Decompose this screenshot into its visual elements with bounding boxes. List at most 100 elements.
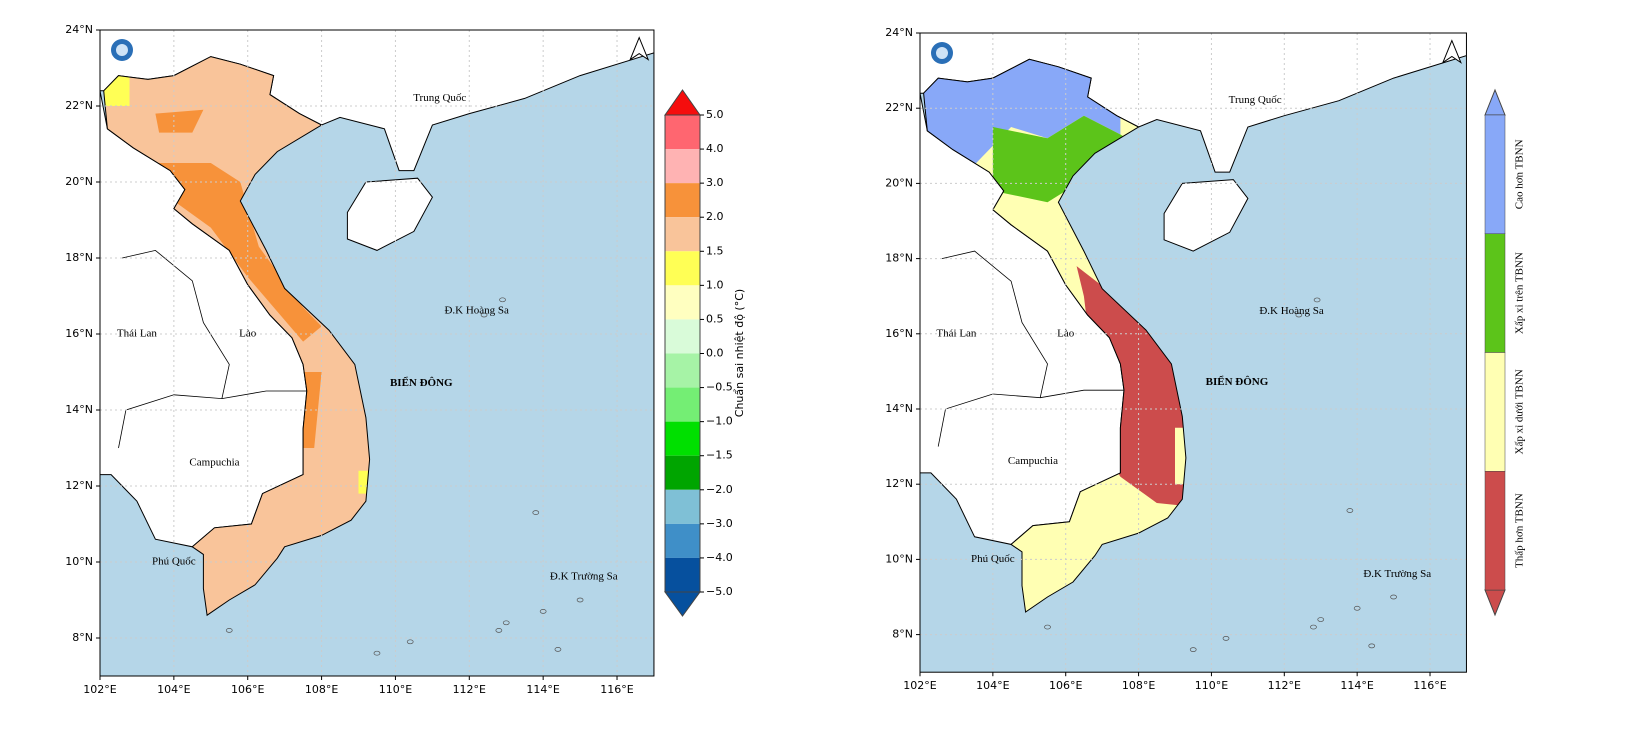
colorbar-segment bbox=[665, 489, 700, 524]
x-tick-label: 116°E bbox=[1413, 679, 1446, 692]
x-tick-label: 112°E bbox=[1268, 679, 1301, 692]
island bbox=[576, 597, 584, 603]
place-label: Thái Lan bbox=[117, 328, 158, 340]
island bbox=[1317, 617, 1325, 622]
colorbar-tick-label: 4.0 bbox=[706, 142, 724, 155]
colorbar-tick-label: 5.0 bbox=[706, 108, 724, 121]
island bbox=[554, 647, 562, 652]
y-tick-label: 20°N bbox=[885, 176, 913, 189]
x-tick-label: 114°E bbox=[526, 683, 559, 696]
colorbar-extend-top bbox=[664, 89, 701, 116]
island bbox=[373, 650, 381, 656]
north-arrow bbox=[1441, 39, 1462, 64]
island bbox=[539, 609, 547, 614]
north-arrow bbox=[629, 36, 650, 61]
y-tick-label: 10°N bbox=[65, 555, 93, 568]
colorbar-category-label: Xấp xỉ dưới TBNN bbox=[1514, 369, 1526, 454]
place-label: Trung Quốc bbox=[1229, 94, 1282, 106]
island bbox=[1295, 312, 1303, 318]
y-tick-label: 24°N bbox=[885, 26, 913, 39]
place-label: BIỂN ĐÔNG bbox=[390, 376, 453, 389]
colorbar-segment bbox=[665, 115, 700, 150]
y-tick-label: 18°N bbox=[885, 252, 913, 265]
place-label: Campuchia bbox=[189, 457, 239, 469]
colorbar-extend-bottom bbox=[664, 591, 701, 617]
colorbar-segment bbox=[665, 251, 700, 286]
colorbar-category-label: Cao hơn TBNN bbox=[1514, 139, 1526, 209]
island bbox=[1313, 297, 1321, 303]
island bbox=[502, 620, 510, 626]
x-tick-label: 102°E bbox=[83, 683, 116, 696]
colorbar-tick-label: 1.0 bbox=[706, 278, 724, 291]
colorbar-tick-label: −1.5 bbox=[706, 449, 733, 462]
x-tick-label: 108°E bbox=[305, 683, 338, 696]
colorbar-tick-label: 3.0 bbox=[706, 176, 724, 189]
y-tick-label: 20°N bbox=[65, 175, 93, 188]
y-tick-label: 14°N bbox=[885, 402, 913, 415]
place-label: Phú Quốc bbox=[152, 556, 196, 568]
colorbar-segment bbox=[665, 523, 700, 558]
x-tick-label: 102°E bbox=[903, 679, 936, 692]
island bbox=[1222, 636, 1230, 641]
y-tick-label: 16°N bbox=[885, 327, 913, 340]
y-tick-label: 22°N bbox=[65, 99, 93, 112]
land bbox=[346, 177, 433, 251]
colorbar-category-label: Thấp hơn TBNN bbox=[1514, 493, 1526, 568]
x-tick-label: 104°E bbox=[976, 679, 1009, 692]
colorbar-segment bbox=[665, 557, 700, 592]
y-tick-label: 8°N bbox=[72, 631, 93, 644]
x-tick-label: 104°E bbox=[157, 683, 190, 696]
x-tick-label: 116°E bbox=[600, 683, 633, 696]
region bbox=[155, 109, 204, 133]
place-label: Đ.K Hoàng Sa bbox=[444, 305, 509, 317]
island bbox=[1044, 624, 1051, 630]
vietnam bbox=[103, 56, 370, 616]
x-tick-label: 108°E bbox=[1122, 679, 1155, 692]
border bbox=[1040, 389, 1124, 399]
place-label: Đ.K Hoàng Sa bbox=[1259, 305, 1324, 317]
logo-inner bbox=[116, 44, 128, 56]
colorbar-title: Chuẩn sai nhiệt độ (°C) bbox=[733, 289, 746, 417]
place-label: Campuchia bbox=[1008, 455, 1058, 467]
axes-frame bbox=[919, 32, 1467, 673]
region bbox=[155, 163, 322, 342]
vietnam-outline bbox=[103, 56, 371, 617]
island bbox=[1346, 508, 1354, 513]
border bbox=[118, 249, 230, 449]
island bbox=[225, 628, 233, 633]
colorbar-extend-bottom bbox=[1484, 589, 1506, 617]
colorbar-segment bbox=[1484, 471, 1506, 591]
place-label: Đ.K Trường Sa bbox=[1363, 568, 1431, 580]
y-tick-label: 12°N bbox=[885, 477, 913, 490]
colorbar-segment bbox=[665, 319, 700, 354]
place-label: BIỂN ĐÔNG bbox=[1206, 375, 1269, 388]
axes-frame bbox=[99, 29, 655, 677]
colorbar-tick-label: −5.0 bbox=[706, 585, 733, 598]
colorbar-segment bbox=[665, 421, 700, 456]
island bbox=[1310, 624, 1317, 630]
island bbox=[406, 639, 414, 645]
colorbar-segment bbox=[665, 149, 700, 184]
x-tick-label: 112°E bbox=[453, 683, 486, 696]
island bbox=[1390, 594, 1397, 600]
colorbar-segment bbox=[1484, 114, 1506, 234]
x-tick-label: 110°E bbox=[1195, 679, 1228, 692]
map-panel: 102°E 104°E 106°E 108°E 110°E 112°E 114°E 116°E… bbox=[65, 23, 746, 696]
map-panel: 102°E 104°E 106°E 108°E 110°E 112°E 114°E 116°E… bbox=[885, 26, 1525, 692]
y-tick-label: 8°N bbox=[892, 628, 913, 641]
colorbar-extend-top bbox=[1484, 88, 1506, 116]
colorbar-tick-label: −0.5 bbox=[706, 381, 733, 394]
colorbar-tick-label: 2.0 bbox=[706, 210, 724, 223]
place-label: Lào bbox=[239, 328, 257, 340]
island bbox=[480, 312, 488, 318]
map-area bbox=[920, 33, 1467, 673]
colorbar-segment bbox=[665, 183, 700, 218]
island bbox=[495, 628, 503, 633]
colorbar-tick-label: −3.0 bbox=[706, 517, 733, 530]
colorbar-segment bbox=[1484, 352, 1506, 472]
place-label: Thái Lan bbox=[936, 327, 977, 339]
colorbar-tick-label: −1.0 bbox=[706, 415, 733, 428]
y-tick-label: 18°N bbox=[65, 251, 93, 264]
colorbar-segment bbox=[1484, 233, 1506, 353]
